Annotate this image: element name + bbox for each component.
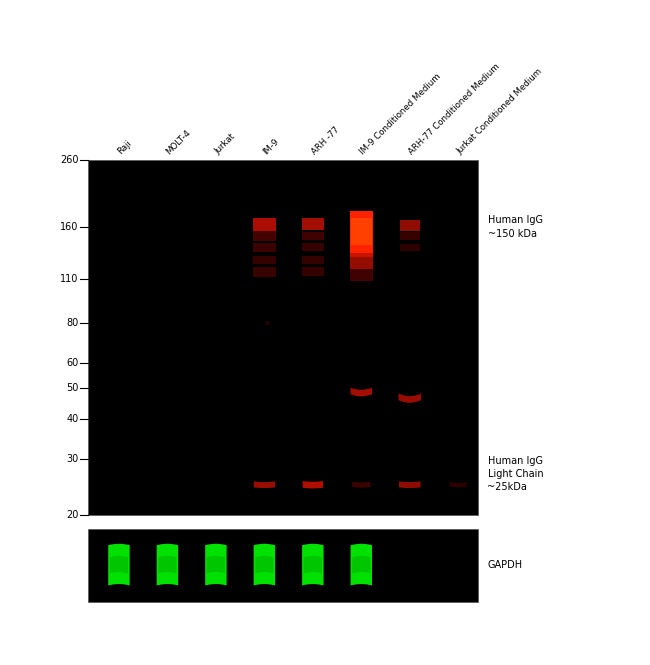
Text: IM-9 Conditioned Medium: IM-9 Conditioned Medium — [358, 72, 443, 156]
Text: 110: 110 — [60, 274, 79, 284]
Polygon shape — [205, 544, 227, 585]
Polygon shape — [159, 556, 177, 573]
Polygon shape — [398, 394, 421, 403]
Bar — [302, 267, 324, 276]
Text: Human IgG
~150 kDa: Human IgG ~150 kDa — [488, 215, 543, 239]
Polygon shape — [450, 482, 467, 487]
Text: Jurkat: Jurkat — [213, 132, 237, 156]
Polygon shape — [255, 556, 274, 573]
Bar — [400, 220, 420, 231]
Polygon shape — [352, 556, 370, 573]
Bar — [253, 231, 276, 241]
Bar — [302, 218, 324, 230]
Polygon shape — [352, 481, 370, 487]
Polygon shape — [399, 481, 421, 488]
Text: 30: 30 — [66, 454, 79, 464]
Polygon shape — [110, 556, 128, 573]
Text: Raji: Raji — [116, 139, 133, 156]
Text: Jurkat Conditioned Medium: Jurkat Conditioned Medium — [455, 67, 544, 156]
Bar — [302, 243, 324, 251]
Text: IM-9: IM-9 — [261, 137, 281, 156]
Bar — [302, 256, 324, 265]
Bar — [350, 269, 373, 281]
Text: 160: 160 — [60, 222, 79, 232]
Polygon shape — [254, 481, 275, 488]
Text: 260: 260 — [60, 154, 79, 165]
Bar — [351, 218, 372, 245]
Polygon shape — [304, 556, 322, 573]
Bar — [253, 217, 276, 231]
Text: 20: 20 — [66, 510, 79, 521]
Text: ARH -77: ARH -77 — [309, 125, 341, 156]
Polygon shape — [254, 544, 275, 585]
Text: 50: 50 — [66, 383, 79, 393]
Bar — [253, 256, 276, 265]
Polygon shape — [303, 481, 323, 488]
Bar — [88, 529, 478, 602]
Text: ARH-77 Conditioned Medium: ARH-77 Conditioned Medium — [407, 62, 501, 156]
Text: 40: 40 — [66, 414, 79, 424]
Text: GAPDH: GAPDH — [488, 560, 523, 571]
Polygon shape — [302, 544, 324, 585]
Bar — [253, 267, 276, 277]
Text: MOLT-4: MOLT-4 — [164, 128, 192, 156]
Bar — [88, 160, 478, 515]
Polygon shape — [350, 544, 372, 585]
Polygon shape — [108, 544, 130, 585]
Bar — [265, 321, 270, 325]
Bar — [350, 253, 373, 269]
Bar — [350, 211, 373, 257]
Polygon shape — [157, 544, 178, 585]
Bar — [302, 231, 324, 240]
Text: 80: 80 — [66, 318, 79, 328]
Bar — [253, 243, 276, 252]
Bar — [400, 244, 420, 251]
Text: Human IgG
Light Chain
~25kDa: Human IgG Light Chain ~25kDa — [488, 456, 543, 492]
Bar — [400, 232, 420, 240]
Polygon shape — [350, 388, 372, 396]
Text: 60: 60 — [66, 358, 79, 368]
Polygon shape — [207, 556, 225, 573]
